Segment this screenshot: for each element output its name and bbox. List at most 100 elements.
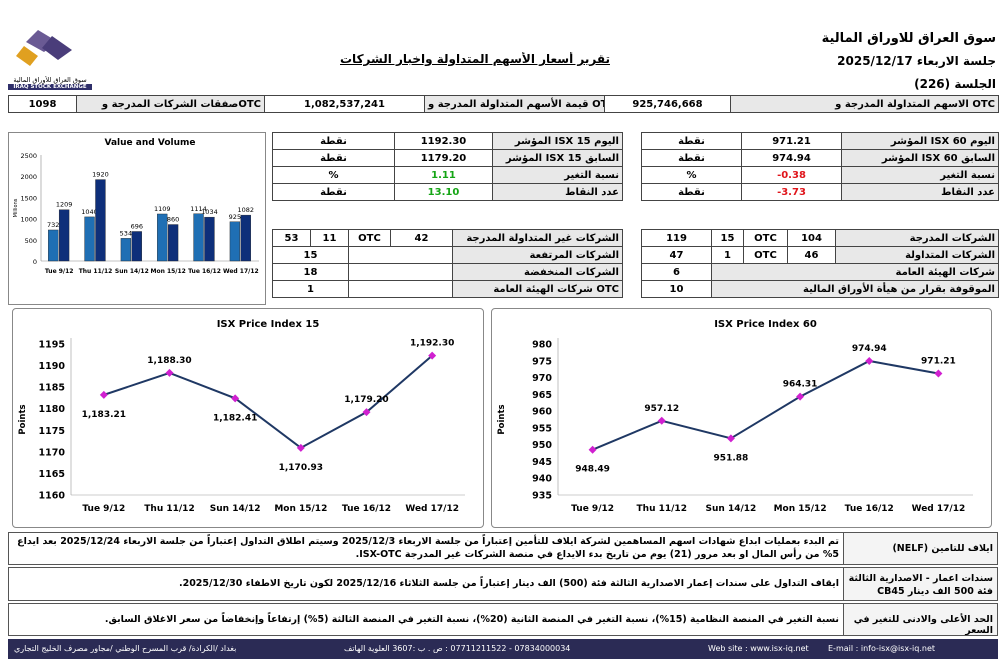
isx15-label-2: 1,182.41 [213, 413, 257, 423]
isx60-change-label: نسبة التغير [841, 166, 999, 184]
isx15-point-5 [428, 351, 437, 360]
isx15-today-unit: نقطة [272, 132, 395, 150]
bar-label-value-1: 1920 [92, 171, 109, 179]
isx15-series-line [103, 354, 433, 450]
bar-label-value-0: 1209 [56, 201, 73, 209]
isx15-ytick-4: 1180 [39, 404, 66, 415]
isx60-point-2 [726, 434, 735, 443]
bar-ytick-2: 1000 [20, 216, 37, 224]
isx60-ytick-1: 940 [532, 474, 552, 485]
summary-table: 1098 صفقات الشركات المدرجة وOTC 1,082,53… [8, 95, 999, 113]
isx15-label-3: 1,170.93 [279, 463, 323, 473]
down-value: 18 [272, 263, 349, 281]
traded-otc-tag: OTC [743, 246, 788, 264]
bar-label-volume-1: 1040 [81, 208, 98, 216]
companies-mid-table: 53 11 OTC 42 الشركات غير المتداولة المدرجة 1… [272, 229, 623, 298]
bar-value-0 [58, 209, 70, 262]
footer-website[interactable]: Web site : www.isx-iq.net [708, 644, 809, 653]
isx60-label-1: 957.12 [644, 404, 679, 414]
logo-arabic-name: سوق العراق للأوراق المالية [13, 76, 87, 84]
bar-xtick-1: Thu 11/12 [79, 268, 113, 275]
traded-total: 47 [641, 246, 712, 264]
isx60-label-5: 971.21 [921, 356, 956, 366]
news-2-label: سندات اعمار - الاصدارية الثالثة فئة 500 … [843, 567, 998, 601]
isx60-xtick-2: Sun 14/12 [706, 504, 757, 514]
news-1-label: ايلاف للتامين (NELF) [843, 532, 998, 565]
isx60-chart-svg: ISX Price Index 60 935 940 945 950 955 960 965 9… [497, 319, 973, 514]
down-label: الشركات المنخفضة [452, 263, 623, 281]
exchange-name: سوق العراق للاوراق المالية [821, 31, 996, 46]
otc-general-label: شركات الهيئة العامة OTC [452, 280, 623, 298]
isx15-change-value: 1.11 [394, 166, 493, 184]
isx15-change-label: نسبة التغير [492, 166, 623, 184]
companies-right-table: 119 15 OTC 104 الشركات المدرجة 47 1 OTC 46 الشرك… [641, 229, 999, 298]
bar-volume-4 [193, 213, 204, 262]
isx60-label-0: 948.49 [575, 465, 610, 475]
value-volume-svg: Value and Volume 0 500 1000 1500 2000 2500 Mill… [13, 138, 259, 275]
isx60-prev-label: المؤشر ISX 60 السابق [841, 149, 999, 167]
news-3-text: نسبة التغير في المنصة النظامية (15%)، نس… [8, 603, 844, 636]
isx60-prev-value: 974.94 [741, 149, 842, 167]
isx15-point-3 [296, 443, 305, 452]
isx60-ytick-7: 970 [532, 373, 552, 384]
isx60-xtick-3: Mon 15/12 [774, 504, 827, 514]
isx60-points-unit: نقطة [641, 183, 742, 201]
news-3-label: الحد الأعلى والادنى للتغير في السعر [843, 603, 998, 636]
bar-value-1 [95, 179, 106, 262]
bar-label-volume-3: 1109 [154, 205, 171, 213]
isx60-xtick-4: Tue 16/12 [845, 504, 894, 514]
isx15-points-value: 13.10 [394, 183, 493, 201]
up-label: الشركات المرتفعة [452, 246, 623, 264]
bar-label-value-5: 1082 [238, 206, 255, 214]
footer: بغداد /الكرادة/ قرب المسرح الوطني /مجاور… [8, 639, 998, 659]
news-3-label-text: الحد الأعلى والادنى للتغير في السعر [853, 614, 993, 636]
isx15-point-0 [99, 390, 108, 399]
isx15-chart: ISX Price Index 15 1160 1165 1170 1175 1180 11… [12, 308, 484, 528]
bar-ytick-0: 0 [33, 258, 37, 266]
unlisted-total: 53 [272, 229, 311, 247]
isx15-today-label: المؤشر ISX 15 اليوم [492, 132, 623, 150]
bar-xtick-3: Mon 15/12 [150, 268, 185, 275]
isx60-ytick-2: 945 [532, 457, 552, 468]
bar-volume-1 [84, 216, 95, 262]
listed-otc: 15 [711, 229, 744, 247]
isx-logo-icon [16, 30, 72, 66]
isx60-ytick-5: 960 [532, 407, 552, 418]
bar-label-volume-2: 534 [120, 229, 132, 237]
footer-address: بغداد /الكرادة/ قرب المسرح الوطني /مجاور… [14, 644, 237, 653]
isx15-title: ISX Price Index 15 [217, 319, 320, 330]
isx60-point-4 [865, 356, 874, 365]
isx15-prev-value: 1179.20 [394, 149, 493, 167]
isx15-xtick-1: Thu 11/12 [144, 504, 194, 514]
bar-value-2 [131, 231, 142, 262]
shares-label: الاسهم المتداولة المدرجة و OTC [730, 95, 999, 113]
listed-label: الشركات المدرجة [835, 229, 999, 247]
value-volume-chart: Value and Volume 0 500 1000 1500 2000 2500 Mill… [8, 132, 266, 305]
isx15-ylabel: Points [18, 404, 28, 434]
bar-ytick-5: 2500 [20, 152, 37, 160]
bar-volume-2 [120, 238, 132, 262]
isx60-change-unit: % [641, 166, 742, 184]
isx60-label-2: 951.88 [714, 453, 749, 463]
bar-label-volume-5: 925 [229, 213, 241, 221]
up-value: 15 [272, 246, 349, 264]
isx15-table: نقطة 1192.30 المؤشر ISX 15 اليوم نقطة 1179.… [272, 132, 623, 201]
traded-label: الشركات المتداولة [835, 246, 999, 264]
isx15-prev-label: المؤشر ISX 15 السابق [492, 149, 623, 167]
general-label: شركات الهيئة العامة [711, 263, 999, 281]
isx60-ytick-9: 980 [532, 340, 552, 351]
news-2-text: ايقاف التداول على سندات إعمار الاصدارية … [8, 567, 844, 601]
bar-label-volume-4: 1114 [190, 205, 207, 213]
news-2-body: ايقاف التداول على سندات إعمار الاصدارية … [178, 578, 839, 589]
isx60-today-label: المؤشر ISX 60 اليوم [841, 132, 999, 150]
logo-english-name: IRAQ STOCK EXCHANGE [8, 84, 92, 90]
isx60-ytick-4: 955 [532, 423, 552, 434]
bar-chart-title: Value and Volume [105, 138, 196, 148]
isx15-prev-unit: نقطة [272, 149, 395, 167]
isx60-point-0 [588, 445, 597, 454]
footer-email[interactable]: E-mail : info-isx@isx-iq.net [828, 644, 936, 653]
isx60-xtick-5: Wed 17/12 [912, 504, 966, 514]
isx15-ytick-1: 1165 [39, 469, 65, 480]
bar-value-5 [240, 214, 251, 262]
bar-label-volume-0: 732 [47, 221, 59, 229]
